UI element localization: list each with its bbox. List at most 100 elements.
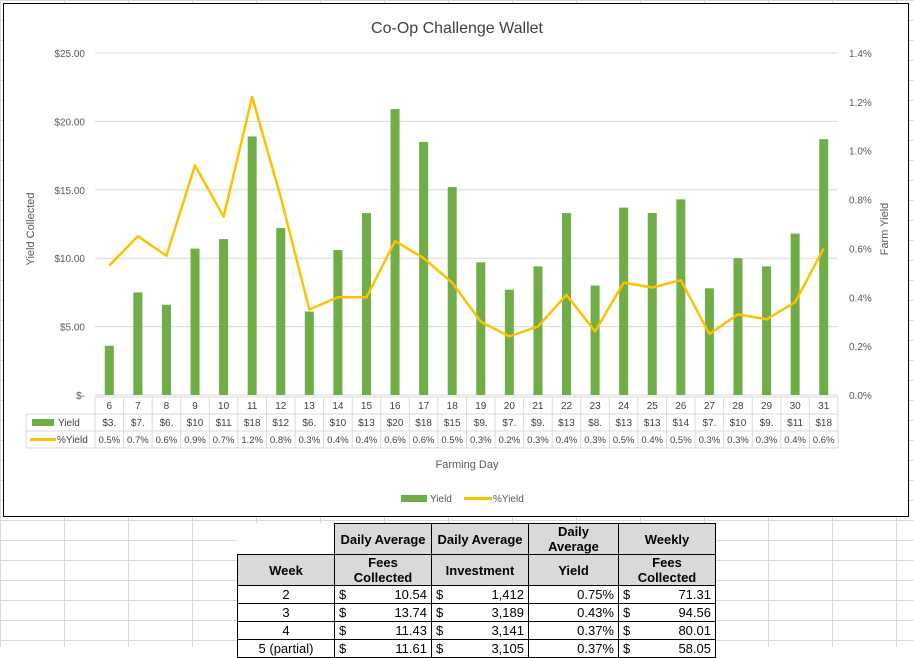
pctyield-data-label: 1.2% [241, 435, 263, 446]
yield-data-label: $7. [502, 418, 516, 429]
bar [247, 136, 257, 395]
y-tick-label: $- [76, 391, 85, 402]
pctyield-data-label: 0.7% [213, 435, 235, 446]
pctyield-data-label: 0.3% [470, 435, 492, 446]
yield-cell: 0.75% [528, 585, 619, 604]
yield-data-label: $13 [615, 418, 632, 429]
investment-cell: $3,141 [431, 621, 529, 640]
x-tick-label: 10 [218, 401, 230, 412]
x-tick-label: 23 [590, 401, 602, 412]
x-tick-label: 27 [704, 401, 716, 412]
fees-cell: $10.54 [334, 585, 432, 604]
legend-yield-swatch [401, 495, 427, 502]
x-tick-label: 19 [475, 401, 487, 412]
legend: Yield %Yield [401, 494, 524, 505]
week-cell: 5 (partial) [237, 639, 335, 658]
x-tick-label: 6 [107, 401, 113, 412]
pctyield-data-label: 0.5% [98, 435, 120, 446]
pctyield-data-label: 0.3% [756, 435, 778, 446]
bar [419, 141, 429, 395]
bar [390, 109, 400, 395]
table-row: 5 (partial) $11.61 $3,105 0.37% $58.05 [237, 639, 716, 658]
y2-tick-label: 0.6% [849, 244, 872, 255]
header-weekly-fees: Fees Collected [618, 554, 716, 586]
x-tick-label: 26 [675, 401, 687, 412]
bar [161, 304, 171, 395]
yield-data-label: $15 [444, 418, 461, 429]
pctyield-data-label: 0.3% [699, 435, 721, 446]
header-yield: Yield [528, 554, 619, 586]
yield-data-label: $7. [131, 418, 145, 429]
yield-data-label: $10 [730, 418, 747, 429]
header-week: Week [237, 554, 335, 586]
yield-data-label: $13 [558, 418, 575, 429]
bar [790, 233, 800, 395]
investment-cell: $3,105 [431, 639, 529, 658]
y-tick-label: $25.00 [54, 49, 85, 60]
x-tick-label: 17 [418, 401, 430, 412]
yield-data-label: $11 [216, 418, 232, 429]
cell-value: 94.56 [678, 605, 711, 620]
bar [676, 199, 686, 395]
pctyield-data-label: 0.4% [556, 435, 578, 446]
yield-data-label: $6. [302, 418, 316, 429]
week-cell: 2 [237, 585, 335, 604]
y2-tick-label: 0.4% [849, 293, 872, 304]
x-tick-label: 28 [732, 401, 744, 412]
x-tick-label: 25 [647, 401, 659, 412]
bar [219, 239, 229, 395]
yield-data-label: $9. [760, 418, 774, 429]
pctyield-data-label: 0.6% [384, 435, 406, 446]
currency-symbol: $ [623, 605, 631, 620]
bar [647, 213, 657, 395]
x-tick-label: 7 [135, 401, 141, 412]
yield-data-label: $13 [358, 418, 375, 429]
investment-cell: $3,189 [431, 603, 529, 622]
yield-cell: 0.37% [528, 621, 619, 640]
bar [819, 139, 829, 395]
pctyield-data-label: 0.5% [613, 435, 635, 446]
yield-data-label: $18 [244, 418, 261, 429]
week-cell: 3 [237, 603, 335, 622]
bar [104, 345, 114, 395]
header-weekly: Weekly [618, 523, 716, 555]
legend-yield-label: Yield [430, 494, 452, 505]
bar [704, 288, 714, 395]
yield-data-label: $11 [787, 418, 803, 429]
fees-cell: $11.43 [334, 621, 432, 640]
x-tick-label: 30 [790, 401, 802, 412]
y2-tick-label: 1.2% [849, 98, 872, 109]
weekly-cell: $58.05 [618, 639, 716, 658]
x-tick-label: 13 [304, 401, 316, 412]
header-daily-fees: Daily Average [334, 523, 432, 555]
bar [504, 289, 514, 395]
bar [361, 213, 371, 395]
header-investment: Investment [431, 554, 529, 586]
x-axis-title: Farming Day [436, 459, 499, 471]
x-tick-label: 24 [618, 401, 630, 412]
investment-cell: $1,412 [431, 585, 529, 604]
x-tick-label: 31 [818, 401, 830, 412]
currency-symbol: $ [339, 641, 347, 656]
yield-data-label: $20 [387, 418, 404, 429]
pctyield-data-label: 0.3% [298, 435, 320, 446]
bar [190, 248, 200, 395]
header-daily-investment: Daily Average [431, 523, 529, 555]
bar [762, 266, 772, 395]
legend-pctyield-label: %Yield [493, 494, 524, 505]
summary-table: Daily Average Daily Average Daily Averag… [237, 523, 716, 658]
chart-area[interactable]: Co-Op Challenge Wallet $- $5.00 $10.00 $15.… [3, 3, 909, 517]
pctyield-data-label: 0.3% [727, 435, 749, 446]
pctyield-data-label: 0.6% [813, 435, 835, 446]
pct-yield-line [108, 95, 825, 338]
yield-data-label: $8. [588, 418, 602, 429]
bar [133, 292, 143, 395]
x-tick-label: 14 [332, 401, 344, 412]
fees-cell: $11.61 [334, 639, 432, 658]
weekly-cell: $80.01 [618, 621, 716, 640]
currency-symbol: $ [623, 623, 631, 638]
y2-axis-title: Farm Yield [879, 203, 891, 256]
y-tick-label: $20.00 [54, 117, 85, 128]
table-yield-name: Yield [58, 418, 80, 429]
bar [590, 285, 600, 395]
